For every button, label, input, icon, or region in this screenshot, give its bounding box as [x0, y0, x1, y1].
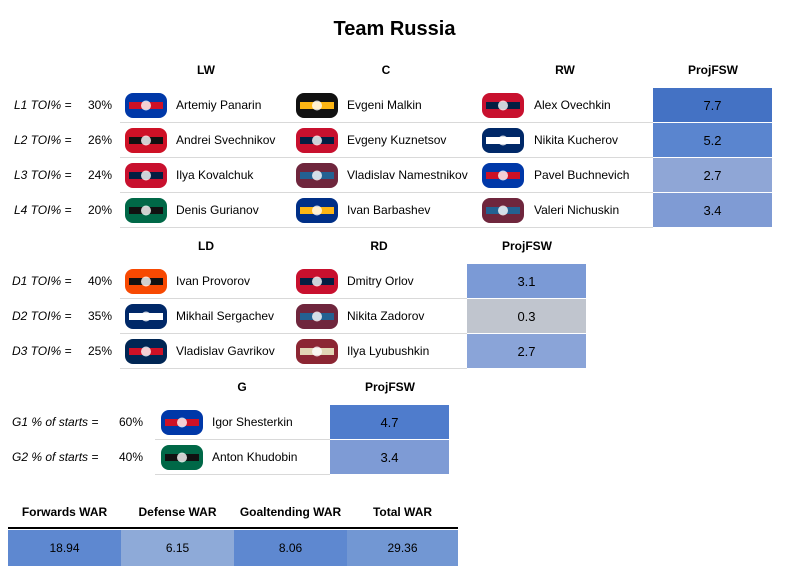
row-label: G1 % of starts = [12, 415, 99, 429]
proj-cell: 7.7 [653, 88, 772, 122]
team-logo [121, 125, 171, 156]
war-rule [8, 527, 458, 529]
proj-cell: 4.7 [330, 405, 449, 439]
player-name: Evgeni Malkin [347, 98, 422, 112]
player-name: Denis Gurianov [176, 203, 259, 217]
row-divider [120, 157, 653, 158]
team-logo [292, 90, 342, 121]
player-name: Anton Khudobin [212, 450, 298, 464]
player-name: Alex Ovechkin [534, 98, 611, 112]
player-name: Igor Shesterkin [212, 415, 293, 429]
row-share: 30% [87, 98, 112, 112]
row-label: L3 TOI% = [14, 168, 72, 182]
war-header: Goaltending WAR [239, 505, 342, 519]
column-header: LD [198, 239, 214, 253]
team-logo [157, 407, 207, 438]
player-name: Vladislav Namestnikov [347, 168, 468, 182]
row-share: 35% [87, 309, 112, 323]
row-share: 26% [87, 133, 112, 147]
player-name: Pavel Buchnevich [534, 168, 630, 182]
team-logo [478, 90, 528, 121]
team-logo [292, 336, 342, 367]
row-divider [120, 122, 653, 123]
player-name: Dmitry Orlov [347, 274, 414, 288]
player-name: Vladislav Gavrikov [176, 344, 275, 358]
row-share: 25% [87, 344, 112, 358]
player-name: Nikita Zadorov [347, 309, 425, 323]
row-divider [120, 192, 653, 193]
row-divider [120, 368, 467, 369]
row-label: D1 TOI% = [12, 274, 72, 288]
war-value: 18.94 [8, 530, 121, 566]
player-name: Nikita Kucherov [534, 133, 619, 147]
proj-cell: 3.4 [330, 440, 449, 474]
player-name: Ilya Lyubushkin [347, 344, 430, 358]
row-label: D2 TOI% = [12, 309, 72, 323]
team-logo [121, 90, 171, 121]
row-share: 20% [87, 203, 112, 217]
row-divider [120, 227, 653, 228]
row-label: L4 TOI% = [14, 203, 72, 217]
player-name: Andrei Svechnikov [176, 133, 276, 147]
row-label: D3 TOI% = [12, 344, 72, 358]
row-divider [120, 298, 467, 299]
team-logo [478, 195, 528, 226]
row-share: 40% [87, 274, 112, 288]
war-header: Total WAR [372, 505, 433, 519]
team-logo [292, 160, 342, 191]
proj-cell: 2.7 [653, 158, 772, 192]
war-value: 29.36 [347, 530, 458, 566]
column-header: RD [370, 239, 388, 253]
player-name: Ivan Provorov [176, 274, 251, 288]
proj-cell: 3.1 [467, 264, 586, 298]
team-logo [121, 160, 171, 191]
column-header: G [237, 380, 247, 394]
team-logo [121, 336, 171, 367]
war-value: 8.06 [234, 530, 347, 566]
player-name: Valeri Nichuskin [534, 203, 620, 217]
column-header: RW [555, 63, 575, 77]
row-share: 24% [87, 168, 112, 182]
player-name: Mikhail Sergachev [176, 309, 275, 323]
column-header: ProjFSW [502, 239, 552, 253]
team-logo [478, 160, 528, 191]
team-logo [292, 301, 342, 332]
team-logo [478, 125, 528, 156]
row-label: L1 TOI% = [14, 98, 72, 112]
title: Team Russia [333, 18, 456, 40]
proj-cell: 5.2 [653, 123, 772, 157]
player-name: Evgeny Kuznetsov [347, 133, 447, 147]
team-logo [292, 195, 342, 226]
player-name: Ilya Kovalchuk [176, 168, 254, 182]
team-logo [121, 266, 171, 297]
column-header: C [381, 63, 391, 77]
war-value: 6.15 [121, 530, 234, 566]
row-divider [155, 474, 330, 475]
column-header: ProjFSW [688, 63, 738, 77]
team-logo [292, 125, 342, 156]
war-header: Forwards WAR [21, 505, 108, 519]
row-divider [120, 333, 467, 334]
proj-cell: 2.7 [467, 334, 586, 368]
team-logo [157, 442, 207, 473]
team-logo [121, 301, 171, 332]
proj-cell: 3.4 [653, 193, 772, 227]
row-divider [155, 439, 330, 440]
row-label: G2 % of starts = [12, 450, 99, 464]
war-header: Defense WAR [138, 505, 217, 519]
proj-cell: 0.3 [467, 299, 586, 333]
row-share: 40% [118, 450, 143, 464]
row-label: L2 TOI% = [14, 133, 72, 147]
column-header: ProjFSW [365, 380, 415, 394]
player-name: Artemiy Panarin [176, 98, 262, 112]
team-logo [121, 195, 171, 226]
team-logo [292, 266, 342, 297]
row-share: 60% [118, 415, 143, 429]
column-header: LW [197, 63, 215, 77]
player-name: Ivan Barbashev [347, 203, 431, 217]
